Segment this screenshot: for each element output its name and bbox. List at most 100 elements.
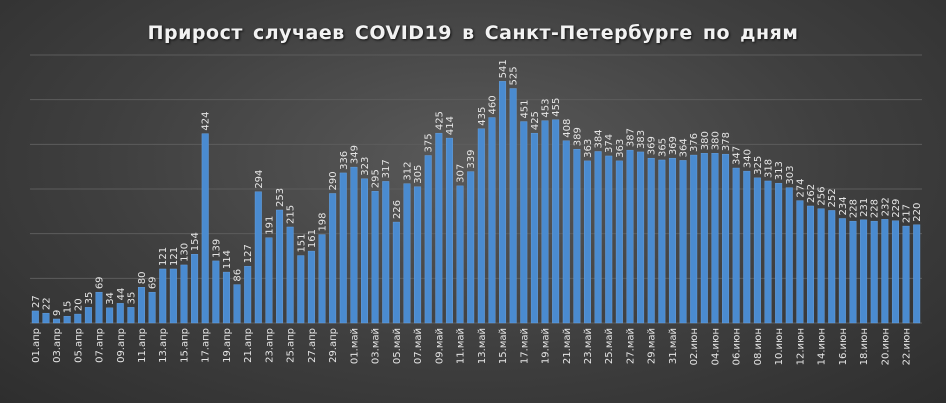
bar [116,303,124,324]
bar [435,132,443,324]
data-label: 69 [95,276,106,289]
data-label: 340 [742,149,753,168]
data-label: 378 [721,132,732,151]
data-label: 307 [456,164,467,183]
x-tick-label: 09.апр [116,328,127,363]
data-label: 376 [689,133,700,152]
data-label: 525 [509,66,520,85]
data-label: 318 [764,159,775,178]
bar [42,312,50,324]
bar [860,219,868,324]
bar [594,151,602,324]
bar [180,264,188,324]
bar [339,172,347,324]
data-label: 226 [392,200,403,219]
x-tick-label: 11.май [456,328,467,364]
data-label: 294 [254,170,265,189]
data-label: 364 [679,138,690,157]
bar [127,307,135,324]
bar [361,178,368,324]
bar [148,291,156,324]
bar [700,153,708,324]
bar [658,159,666,324]
bar [913,224,921,324]
bar [722,153,730,324]
data-label: 380 [700,131,711,150]
bar [732,167,740,324]
bar [382,181,390,324]
bar [891,220,899,324]
bar [605,155,613,324]
bar [838,218,846,324]
bar [817,208,825,324]
data-label: 252 [827,188,838,207]
bar [297,255,305,324]
x-tick-label: 14.июн [817,328,828,365]
data-label: 80 [137,272,148,285]
x-tick-label: 23.апр [264,328,275,363]
data-label: 425 [434,111,445,130]
data-label: 274 [795,179,806,198]
data-label: 383 [636,130,647,149]
x-tick-label: 27.апр [307,328,318,363]
bar [881,219,889,324]
bar [371,191,379,324]
data-label: 317 [381,159,392,178]
x-tick-label: 05.апр [73,328,84,363]
data-label: 151 [296,233,307,252]
x-tick-label: 21.апр [243,328,254,363]
data-label: 20 [73,298,84,311]
bar [753,177,761,324]
data-label: 228 [870,199,881,218]
bar [552,119,560,324]
data-label: 44 [116,288,127,301]
data-label: 336 [339,151,350,170]
data-label: 198 [318,212,329,231]
bar [541,120,549,324]
bar [106,307,114,324]
data-label: 139 [211,239,222,258]
bar [562,140,570,324]
data-label: 154 [190,232,201,251]
bar [233,284,241,324]
bar [265,237,273,324]
data-label: 349 [349,145,360,164]
x-tick-label: 20.июн [880,328,891,365]
data-label: 384 [594,129,605,148]
bar [318,234,326,324]
data-label: 35 [84,292,95,305]
data-label: 365 [657,138,668,157]
data-label: 234 [838,196,849,215]
x-tick-label: 23.май [583,328,594,364]
data-label: 451 [519,99,530,118]
bar [647,157,655,324]
data-label: 541 [498,59,509,78]
x-tick-label: 22.июн [902,328,913,365]
bar [169,268,177,324]
bar [222,271,230,324]
x-tick-label: 19.апр [222,328,233,363]
x-tick-label: 04.июн [710,328,721,365]
bar [785,187,793,324]
data-label: 375 [424,133,435,152]
bar [329,193,337,324]
x-tick-label: 13.май [477,328,488,364]
data-label: 121 [158,247,169,266]
data-label: 347 [732,146,743,165]
data-label: 455 [551,98,562,117]
chart-title: Прирост случаев COVID19 в Санкт-Петербур… [147,22,799,44]
bar [679,160,687,324]
bar [138,287,145,324]
data-label: 313 [774,161,785,180]
data-label: 453 [541,99,552,118]
data-label: 9 [52,310,63,316]
bar [807,205,814,324]
data-label: 229 [891,199,902,218]
bar [626,149,634,324]
data-label: 231 [859,198,870,217]
data-label: 217 [902,204,913,223]
x-tick-label: 29.апр [328,328,339,363]
x-tick-label: 11.апр [137,328,148,363]
bar [902,225,910,324]
x-tick-label: 21.май [562,328,573,364]
